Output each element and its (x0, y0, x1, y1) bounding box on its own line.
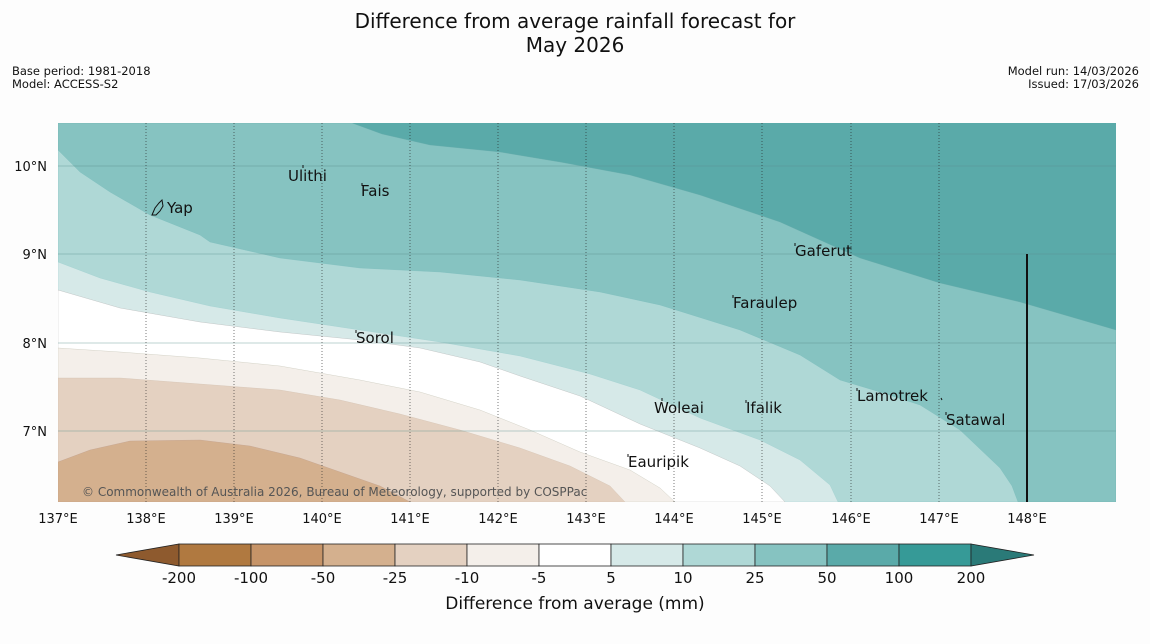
colorbar-seg-8 (682, 543, 756, 567)
colorbar-seg-1 (178, 543, 252, 567)
lon-label-147: 147°E (919, 512, 959, 527)
cb-tick-5: -5 (532, 569, 547, 587)
lon-label-138: 138°E (126, 512, 166, 527)
colorbar-tick-labels: -200 -100 -50 -25 -10 -5 5 10 25 50 100 … (162, 569, 985, 587)
cb-tick-1: -100 (234, 569, 268, 587)
colorbar (115, 543, 1035, 567)
cb-tick-0: -200 (162, 569, 196, 587)
place-label-lamotrek: Lamotrek (857, 387, 928, 405)
place-label-ulithi: Ulithi (288, 167, 327, 185)
cb-tick-10: 100 (885, 569, 914, 587)
lat-label-8: 8°N (23, 337, 48, 352)
title-line-2: May 2026 (525, 33, 625, 57)
lon-label-143: 143°E (566, 512, 606, 527)
place-label-yap: Yap (166, 199, 193, 217)
place-label-woleai: Woleai (654, 399, 704, 417)
lat-label-10: 10°N (14, 160, 47, 175)
meta-left: Base period: 1981-2018 Model: ACCESS-S2 (12, 65, 151, 91)
place-labels: Yap Ulithi Fais Gaferut Faraulep Sorol L… (166, 167, 1005, 471)
colorbar-low-extend (115, 543, 180, 567)
lon-axis-labels: 137°E 138°E 139°E 140°E 141°E 142°E 143°… (38, 512, 1047, 527)
cb-tick-2: -50 (311, 569, 336, 587)
model-name: Model: ACCESS-S2 (12, 77, 119, 91)
place-label-faraulep: Faraulep (733, 294, 797, 312)
lon-grid (145, 123, 940, 502)
title-line-1: Difference from average rainfall forecas… (354, 9, 796, 33)
place-label-satawal: Satawal (946, 411, 1005, 429)
place-label-fais: Fais (361, 182, 390, 200)
colorbar-seg-11 (898, 543, 972, 567)
colorbar-seg-4 (394, 543, 468, 567)
colorbar-title: Difference from average (mm) (445, 594, 705, 614)
lat-axis-labels: 10°N 9°N 8°N 7°N (14, 160, 47, 440)
issued-date: Issued: 17/03/2026 (1028, 77, 1139, 91)
lon-label-139: 139°E (214, 512, 254, 527)
rainfall-map: © Commonwealth of Australia 2026, Bureau… (58, 123, 1116, 502)
model-run: Model run: 14/03/2026 (1007, 64, 1139, 78)
place-label-eauripik: Eauripik (628, 453, 689, 471)
colorbar-seg-9 (754, 543, 828, 567)
base-period: Base period: 1981-2018 (12, 64, 151, 78)
lon-label-140: 140°E (302, 512, 342, 527)
lat-label-7: 7°N (23, 425, 48, 440)
copyright-notice: © Commonwealth of Australia 2026, Bureau… (82, 485, 587, 499)
marker-lamotrek-2 (940, 397, 943, 401)
lon-label-145: 145°E (742, 512, 782, 527)
lon-label-144: 144°E (654, 512, 694, 527)
colorbar-high-extend (970, 543, 1035, 567)
place-markers (302, 165, 947, 457)
place-label-gaferut: Gaferut (795, 242, 852, 260)
lat-label-9: 9°N (23, 248, 48, 263)
cb-tick-11: 200 (957, 569, 986, 587)
cb-tick-8: 25 (745, 569, 764, 587)
lon-label-142: 142°E (478, 512, 518, 527)
lon-label-148: 148°E (1007, 512, 1047, 527)
lon-label-137: 137°E (38, 512, 78, 527)
meta-right: Model run: 14/03/2026 Issued: 17/03/2026 (1008, 65, 1139, 91)
lon-label-141: 141°E (390, 512, 430, 527)
place-label-ifalik: Ifalik (746, 399, 782, 417)
colorbar-seg-2 (250, 543, 324, 567)
colorbar-seg-6 (538, 543, 612, 567)
cb-tick-6: 5 (606, 569, 616, 587)
chart-title: Difference from average rainfall forecas… (0, 9, 1150, 57)
place-label-sorol: Sorol (356, 329, 394, 347)
cb-tick-7: 10 (673, 569, 692, 587)
colorbar-seg-5 (466, 543, 540, 567)
cb-tick-9: 50 (817, 569, 836, 587)
colorbar-seg-10 (826, 543, 900, 567)
yap-island-outline (151, 198, 164, 216)
cb-tick-3: -25 (383, 569, 408, 587)
cb-tick-4: -10 (455, 569, 480, 587)
colorbar-seg-3 (322, 543, 396, 567)
colorbar-seg-7 (610, 543, 684, 567)
lon-label-146: 146°E (831, 512, 871, 527)
